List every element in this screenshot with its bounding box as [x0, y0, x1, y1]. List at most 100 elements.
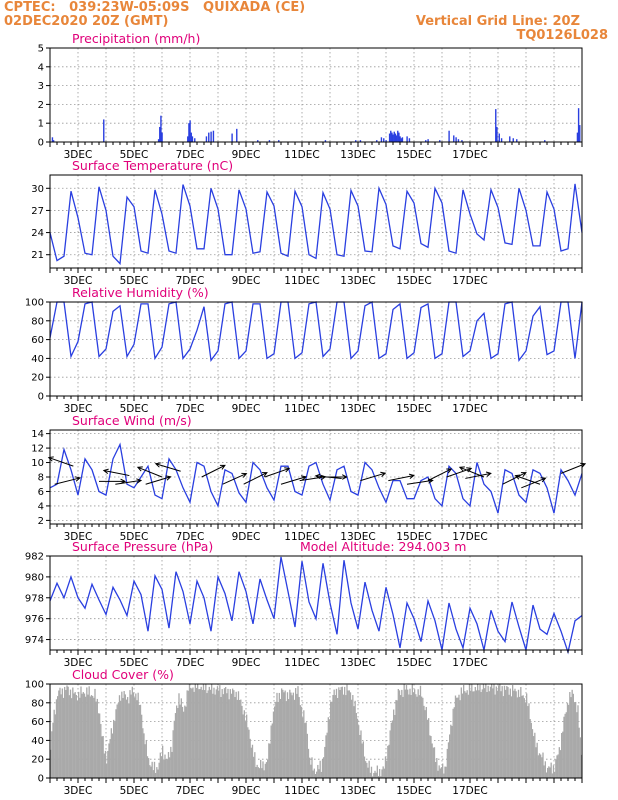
y-tick-label: 80 — [31, 698, 44, 709]
cloud-bar — [445, 766, 447, 778]
cloud-bar — [369, 772, 371, 778]
cloud-bar — [436, 758, 438, 778]
cloud-bar — [97, 713, 100, 778]
y-tick-label: 60 — [31, 717, 44, 728]
cloud-bar — [381, 769, 383, 778]
cloud-bar — [327, 717, 329, 778]
cloud-bar — [528, 703, 530, 778]
cloud-bar — [251, 744, 254, 778]
precip-bar — [205, 136, 208, 142]
x-tick-label: 7DEC — [176, 785, 205, 797]
cloud-bar — [317, 764, 319, 778]
cloud-bar — [151, 761, 153, 778]
cloud-bar — [279, 698, 282, 778]
precip-bar — [400, 138, 402, 142]
y-tick-label: 0 — [38, 774, 44, 785]
cloud-bar — [139, 704, 142, 778]
cloud-bar — [313, 768, 315, 778]
cloud-bar — [351, 699, 353, 778]
cloud-bar — [225, 687, 227, 778]
y-tick-label: 5 — [38, 44, 44, 55]
cloud-bar — [557, 754, 559, 778]
cloud-bar — [122, 698, 124, 778]
cloud-bar — [108, 743, 110, 778]
cloud-bar — [395, 699, 397, 778]
cloud-bar — [309, 757, 311, 778]
temp-panel: 21 24 27 30 3DEC 5DEC 7DEC 9DEC 11DEC 13DEC 15DEC 1… — [31, 158, 583, 287]
y-tick-label: 12 — [31, 444, 44, 455]
cloud-bar — [74, 692, 76, 778]
x-tick-label: 9DEC — [232, 531, 261, 543]
cloud-bar — [128, 703, 130, 778]
precip-bar — [380, 137, 383, 142]
cloud-bar — [507, 687, 509, 778]
y-tick-label: 10 — [31, 458, 44, 469]
cloud-bar — [106, 763, 108, 778]
cloud-bar — [362, 741, 364, 778]
cloud-bar — [389, 730, 391, 778]
precip-bar — [401, 137, 404, 142]
cloud-bar — [359, 735, 361, 778]
cloud-bar — [72, 687, 74, 778]
cloud-bar — [403, 684, 405, 778]
cloud-bar — [344, 686, 346, 778]
cloud-bar — [412, 692, 415, 778]
precip-bar — [509, 136, 511, 142]
precip-bar — [406, 136, 408, 142]
press-panel: 974 976 978 980 982 3DEC 5DEC 7DEC 9DEC 11DEC 13DE… — [25, 539, 583, 669]
cloud-bar — [181, 706, 184, 778]
cloud-bar — [90, 695, 93, 778]
precip-bar — [187, 136, 189, 142]
x-tick-label: 11DEC — [284, 531, 319, 543]
cloud-bar — [415, 694, 417, 778]
cloud-bar — [438, 765, 440, 778]
cloud-bar — [263, 770, 265, 778]
cloud-bar — [284, 690, 286, 778]
precip-bar — [498, 133, 500, 142]
cloud-bar — [332, 694, 334, 778]
wind-vector — [154, 462, 181, 472]
precip-bar — [359, 140, 362, 142]
precip-bar — [385, 140, 387, 142]
cloud-bar — [65, 690, 67, 778]
cloud-bar — [342, 694, 345, 778]
cloud-bar — [477, 684, 479, 778]
cloud-bar — [117, 703, 119, 778]
cloud-bar — [274, 706, 276, 778]
cloud-bar — [302, 717, 304, 778]
cloud-bar — [95, 701, 97, 778]
x-tick-label: 3DEC — [64, 785, 93, 797]
cloud-bar — [339, 690, 341, 778]
cloud-bar — [64, 686, 66, 778]
precip-bar — [576, 132, 579, 142]
cloud-bar — [500, 691, 502, 778]
cloud-bar — [194, 684, 196, 778]
precip-bar — [392, 134, 394, 142]
cloud-bar — [446, 748, 448, 778]
cloud-bar — [338, 687, 340, 778]
precip-bar — [461, 140, 463, 142]
y-tick-label: 30 — [31, 184, 44, 195]
cloud-bar — [75, 694, 77, 778]
cloud-bar — [236, 699, 238, 778]
cloud-bar — [449, 734, 451, 778]
cloud-bar — [487, 685, 489, 778]
cloud-bar — [405, 685, 408, 778]
cloud-bar — [352, 695, 354, 778]
cloud-bar — [402, 696, 404, 778]
y-tick-label: 40 — [31, 354, 44, 365]
cloud-bar — [111, 733, 114, 778]
cloud-bar — [360, 730, 362, 778]
cloud-bar — [123, 691, 125, 778]
cloud-bar — [305, 722, 307, 778]
precip-bar — [212, 130, 215, 142]
cloud-bar — [388, 744, 390, 778]
cloud-bar — [401, 689, 403, 778]
wind-panel: 2 4 6 8 10 12 14 3DEC 5DEC 7DEC 9DEC 11DEC 13DEC 15DE… — [31, 413, 587, 543]
cloud-bar — [261, 768, 263, 778]
cloud-bar — [505, 689, 507, 778]
x-tick-label: 7DEC — [176, 275, 205, 287]
cloud-bar — [337, 697, 339, 778]
cloud-bar — [568, 704, 570, 778]
wind-vector — [465, 471, 492, 479]
